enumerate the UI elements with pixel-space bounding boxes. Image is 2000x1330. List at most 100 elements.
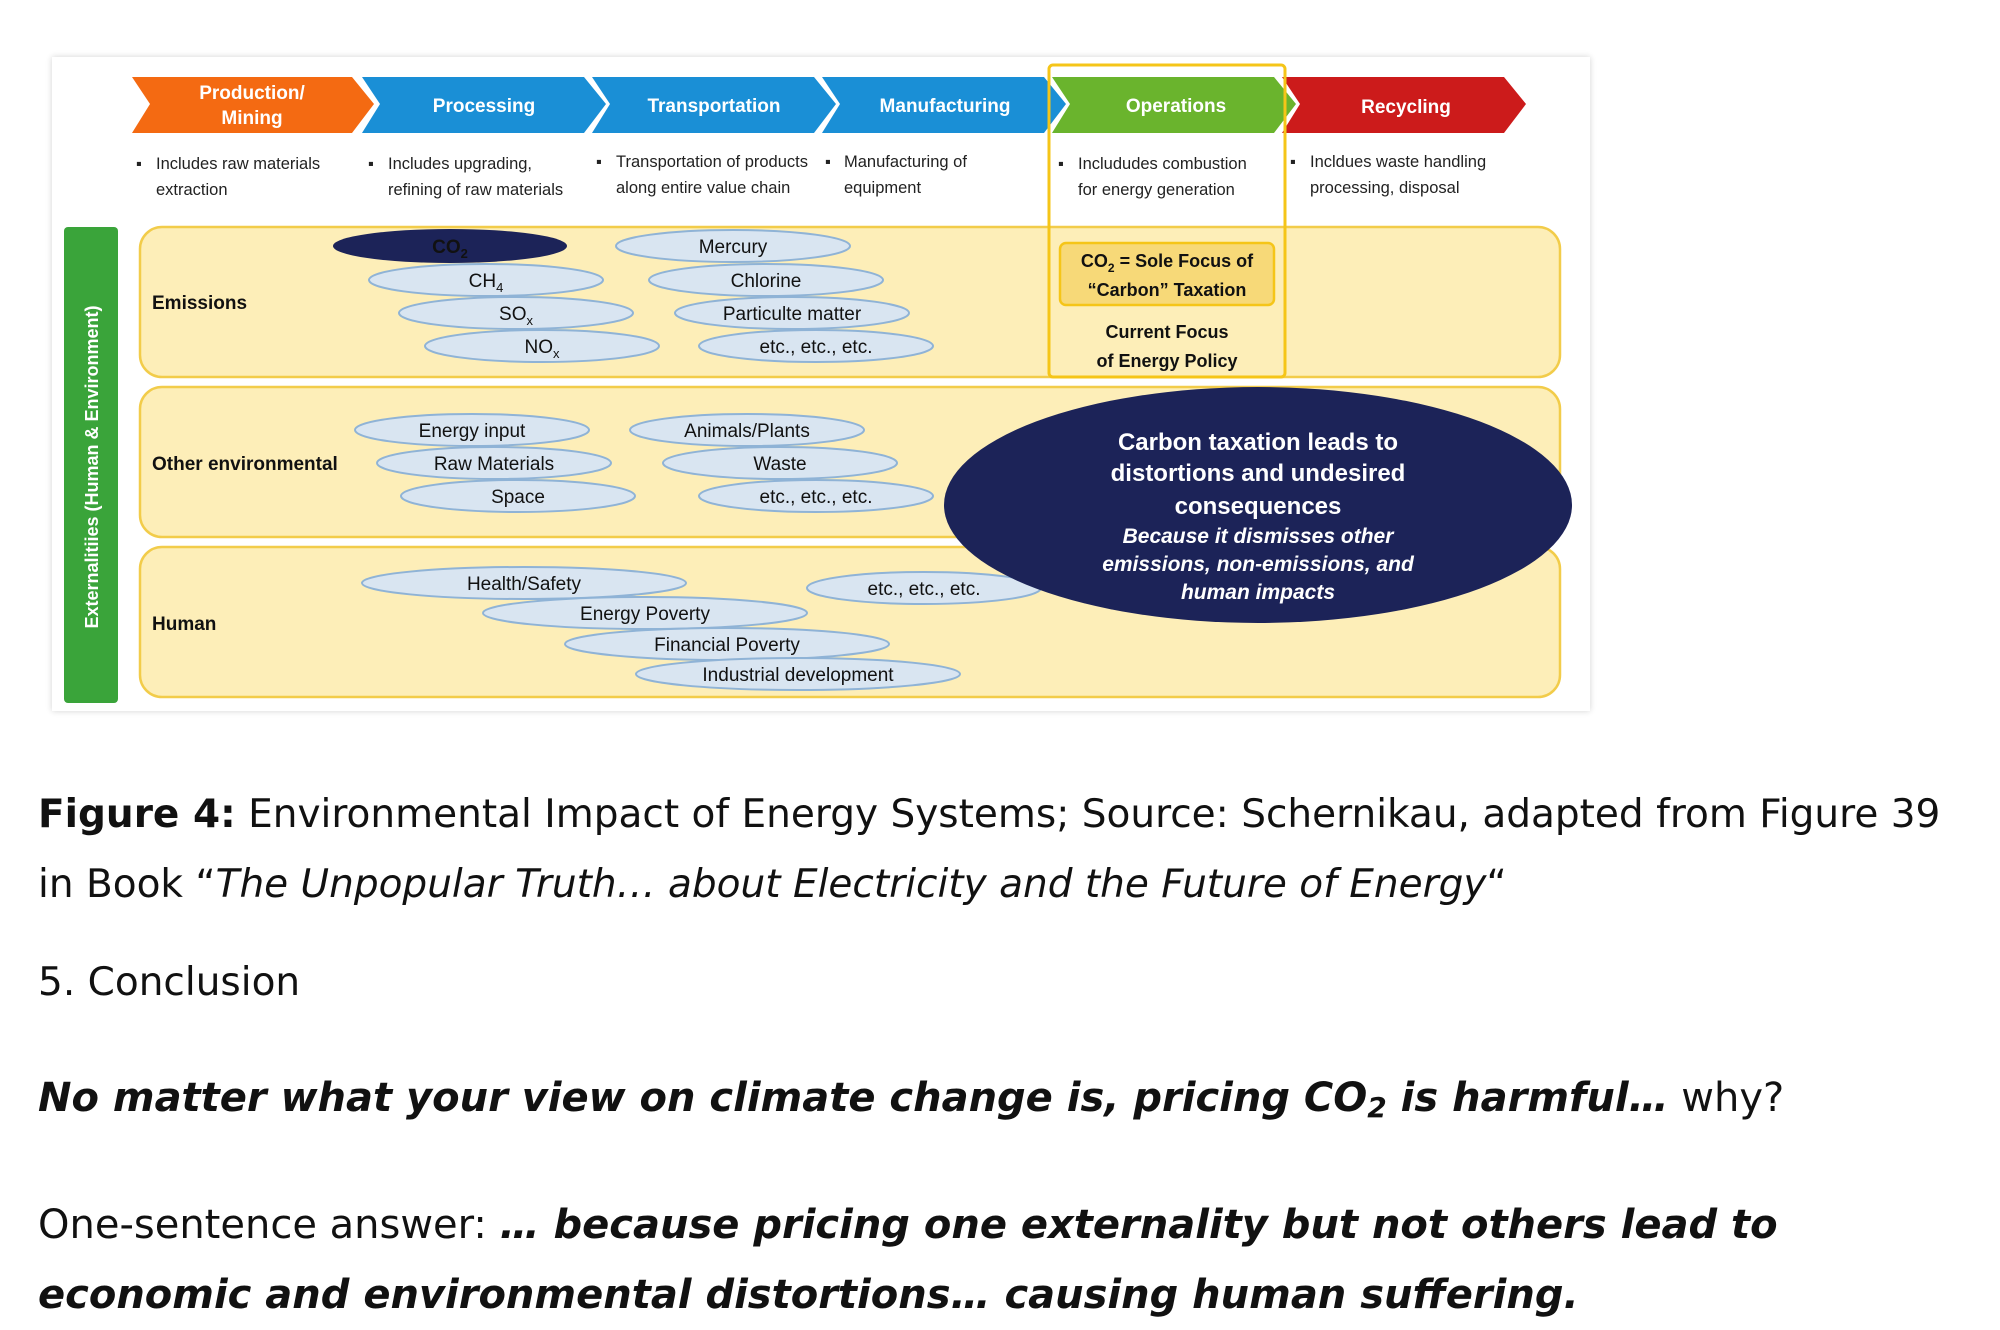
stage-arrow-transportation [592,77,836,133]
figure-caption-label: Figure 4: [38,792,236,837]
operations-focus-box: CO2 = Sole Focus of “Carbon” Taxation Cu… [1058,241,1276,371]
current-focus-line1: Current Focus [1105,322,1228,342]
emissions-right-group: Mercury Chlorine Particulte matter etc.,… [615,229,934,363]
other-label-energy-input: Energy input [419,421,526,442]
stage-label-operations: Operations [1126,96,1226,117]
human-label-health-safety: Health/Safety [467,574,582,595]
callout-line2: distortions and undesired [1111,460,1406,487]
stage-bullet-marker: ▪ [1290,153,1296,171]
other-ellipse-waste [662,446,898,480]
stage-arrow-operations [1052,77,1296,133]
human-label-industrial-development: Industrial development [702,665,894,686]
other-ellipse-animals-plants [629,413,865,447]
stage-bullet-marker: ▪ [825,153,831,171]
callout-line1: Carbon taxation leads to [1118,429,1398,456]
operations-highlight-frame [1047,63,1287,379]
emissions-left-group: CO2 CH4 SOx NOx [333,229,660,363]
stage-desc-manufacturing-line2: equipment [844,179,921,197]
question-subscript: 2 [1367,1091,1387,1124]
stage-bullet-marker: ▪ [596,153,602,171]
emission-ellipse-co2 [333,229,567,263]
other-label-waste: Waste [753,454,806,475]
emission-ellipse-mercury [615,229,851,263]
stage-desc-operations-line1: Includudes combustion [1078,155,1247,173]
other-ellipse-raw-materials [376,446,612,480]
emission-ellipse-nox [424,329,660,363]
emission-label-etc: etc., etc., etc. [760,337,873,358]
conclusion-question: No matter what your view on climate chan… [38,1075,1980,1124]
section-heading: 5. Conclusion [38,960,301,1005]
emission-label-co2: CO2 [432,237,468,261]
row-label-emissions: Emissions [152,293,247,314]
stage-desc-transportation-line1: Transportation of products [616,153,808,171]
emission-label-nox: NOx [525,337,561,361]
callout-line3: consequences [1175,493,1342,520]
human-label-energy-poverty: Energy Poverty [580,604,710,625]
current-focus-line2: of Energy Policy [1096,351,1237,371]
stage-label-production-line2: Mining [221,108,282,129]
stage-desc-processing-line1: Includes upgrading, [388,155,532,173]
question-bold-part: No matter what your view on climate chan… [38,1075,1368,1121]
co2-sole-focus-text: CO2 = Sole Focus of [1081,251,1254,275]
externalities-side-bar [64,227,118,703]
figure-caption-text: Environmental Impact of Energy Systems; … [38,792,1941,907]
other-label-raw-materials: Raw Materials [434,454,554,475]
externalities-side-label: Externalitiies (Human & Environment) [82,305,102,628]
emission-label-sox: SOx [499,304,533,328]
callout-italic-line1: Because it dismisses other [1123,525,1396,548]
stage-label-recycling: Recycling [1361,97,1451,118]
other-label-animals-plants: Animals/Plants [684,421,810,442]
other-ellipse-energy-input [354,413,590,447]
co2-sole-focus-box [1058,241,1276,307]
stage-arrow-recycling [1282,77,1526,133]
emission-label-mercury: Mercury [699,237,768,258]
figure-caption-closing: “ [1486,862,1507,907]
energy-impact-figure: .stage-txt { fill: #fff; font-weight: bo… [52,57,1590,711]
stage-bullet-marker: ▪ [136,155,142,173]
emission-ellipse-sox [398,296,634,330]
emission-label-particulate: Particulte matter [723,304,862,325]
stage-desc-recycling-line2: processing, disposal [1310,179,1460,197]
stage-label-production-line1: Production/ [199,83,305,104]
human-ellipse-health-safety [361,566,687,600]
human-impacts-group: Health/Safety Energy Poverty Financial P… [361,566,1042,691]
other-label-etc: etc., etc., etc. [760,487,873,508]
human-ellipse-energy-poverty [482,596,808,630]
figure-caption-book-title: The Unpopular Truth… about Electricity a… [215,862,1487,907]
stage-label-manufacturing: Manufacturing [880,96,1011,117]
stage-arrow-processing [362,77,606,133]
human-label-etc: etc., etc., etc. [868,579,981,600]
energy-impact-diagram: .stage-txt { fill: #fff; font-weight: bo… [64,63,1572,703]
stage-label-processing: Processing [433,96,535,117]
stage-arrow-production [132,77,374,133]
answer-bold-part: … because pricing one externality but no… [38,1202,1778,1318]
other-environmental-group: Energy input Raw Materials Space Animals… [354,413,934,513]
callout-italic-line3: human impacts [1181,581,1335,604]
other-label-space: Space [491,487,545,508]
conclusion-answer: One-sentence answer: … because pricing o… [38,1190,1980,1330]
stage-desc-production-line2: extraction [156,181,228,199]
stage-desc-transportation-line2: along entire value chain [616,179,790,197]
callout-italic-line2: emissions, non-emissions, and [1102,553,1415,576]
stage-desc-processing-line2: refining of raw materials [388,181,563,199]
stage-bullet-marker: ▪ [368,155,374,173]
other-ellipse-etc [698,479,934,513]
stage-desc-recycling-line1: Incldues waste handling [1310,153,1486,171]
callout-ellipse [944,387,1572,623]
row-label-other-environmental: Other environmental [152,454,338,475]
stage-desc-production-line1: Includes raw materials [156,155,320,173]
emission-label-chlorine: Chlorine [731,271,802,292]
question-normal-tail: why? [1668,1075,1785,1121]
emission-ellipse-etc [698,329,934,363]
emission-ellipse-ch4 [368,263,604,297]
emission-ellipse-particulate [674,296,910,330]
stage-descriptions: ▪ Includes raw materials extraction ▪ In… [136,153,1486,199]
human-label-financial-poverty: Financial Poverty [654,635,800,656]
figure-caption: Figure 4: Environmental Impact of Energy… [38,780,1980,920]
question-bold-tail: is harmful… [1386,1075,1669,1121]
value-chain-stages: Production/ Mining Processing Transporta… [132,77,1526,133]
emission-ellipse-chlorine [648,263,884,297]
answer-prefix: One-sentence answer: [38,1202,500,1248]
stage-arrow-manufacturing [822,77,1066,133]
stage-desc-manufacturing-line1: Manufacturing of [844,153,967,171]
